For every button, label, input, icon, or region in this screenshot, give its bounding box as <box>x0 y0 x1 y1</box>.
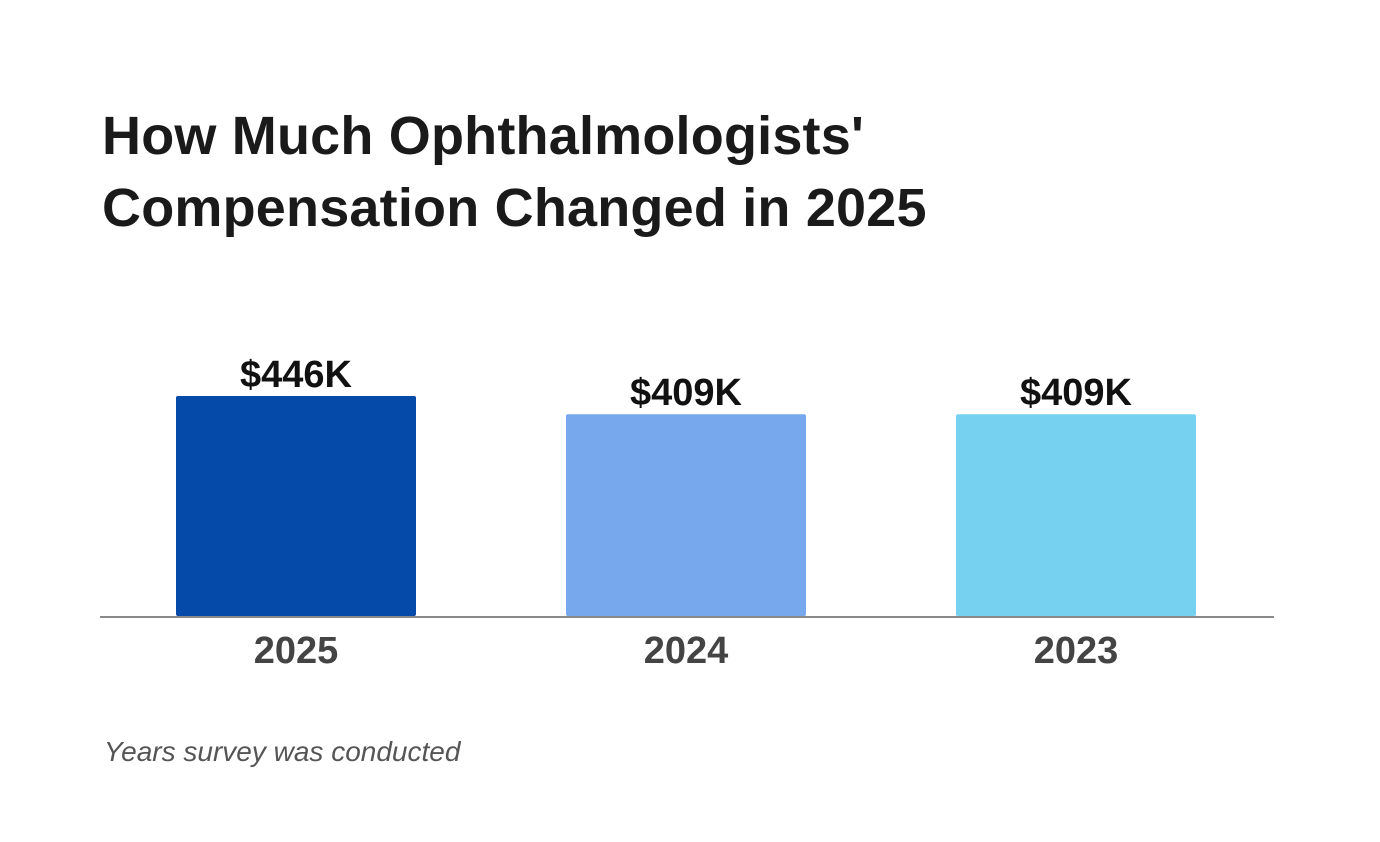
chart-title-line-2: Compensation Changed in 2025 <box>102 178 927 238</box>
bar-2024 <box>566 414 806 616</box>
value-label-2023: $409K <box>1020 372 1133 414</box>
chart-title-line-1: How Much Ophthalmologists' <box>102 106 865 166</box>
x-tick-label-2025: 2025 <box>254 630 339 672</box>
bars-group: $446K 2025 $409K 2024 $409K 2023 <box>176 354 1196 672</box>
bar-2025 <box>176 395 416 616</box>
bar-2023 <box>956 414 1196 616</box>
x-tick-label-2024: 2024 <box>644 630 729 672</box>
x-tick-label-2023: 2023 <box>1034 630 1119 672</box>
value-label-2024: $409K <box>630 372 743 414</box>
chart-title: How Much Ophthalmologists' Compensation … <box>102 100 1102 244</box>
x-axis-caption: Years survey was conducted <box>104 736 461 767</box>
value-label-2025: $446K <box>240 354 353 396</box>
